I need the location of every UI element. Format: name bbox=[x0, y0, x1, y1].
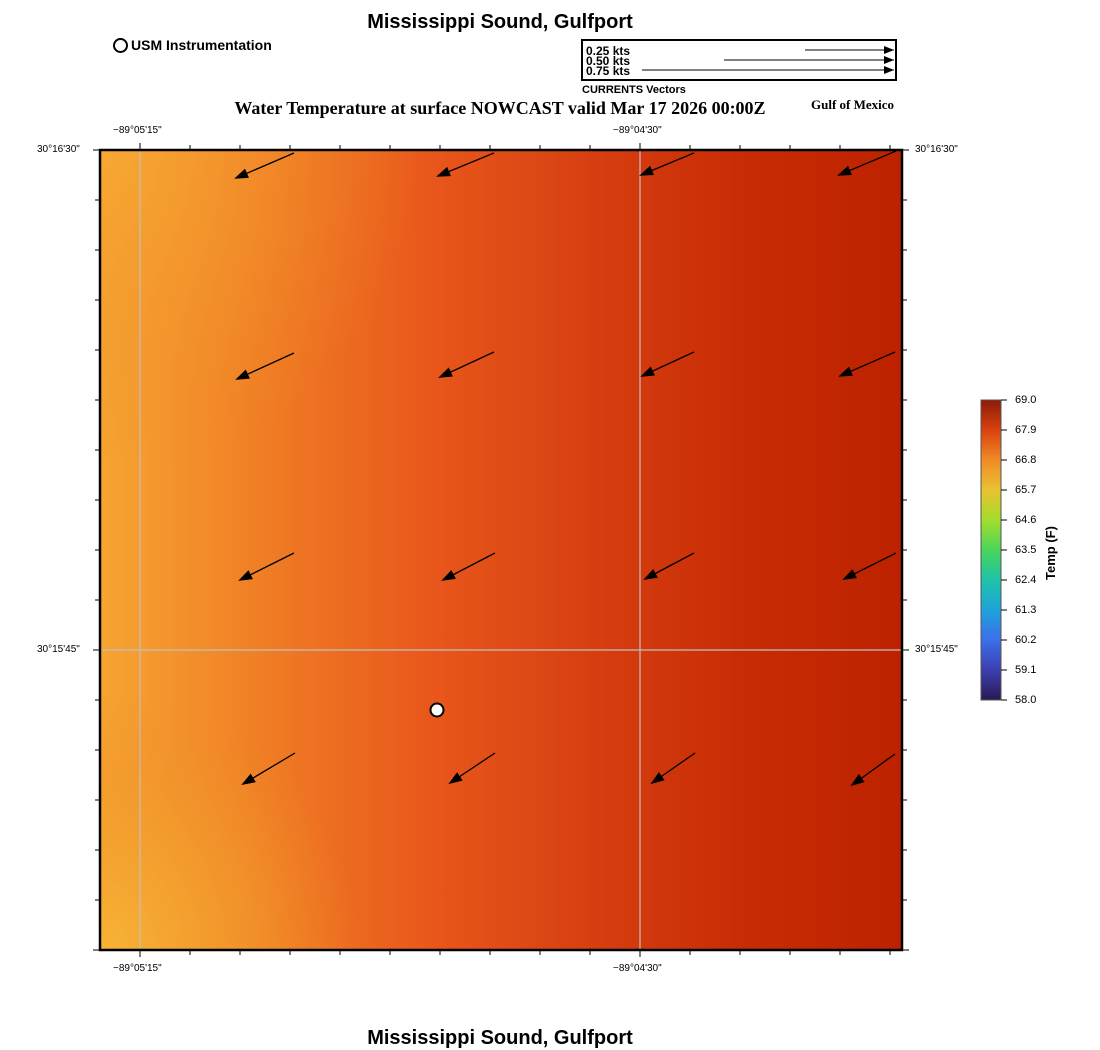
lon-tick-label: −89°04'30" bbox=[613, 125, 662, 136]
usm-station-marker[interactable] bbox=[429, 702, 445, 718]
lon-tick-label: −89°04'30" bbox=[613, 963, 662, 974]
current-scale-arrows bbox=[642, 46, 894, 74]
colorbar bbox=[980, 399, 1002, 701]
usm-legend-label: USM Instrumentation bbox=[131, 37, 272, 53]
usm-legend: USM Instrumentation bbox=[113, 37, 272, 53]
colorbar-ticks bbox=[1001, 399, 1007, 701]
lat-tick-label: 30°15'45" bbox=[37, 644, 80, 655]
lon-tick-label: −89°05'15" bbox=[113, 125, 162, 136]
colorbar-tick-label: 66.8 bbox=[1015, 454, 1037, 466]
station-marker-icon bbox=[113, 37, 128, 53]
current-scale-title: CURRENTS Vectors bbox=[582, 84, 686, 96]
graticule bbox=[100, 150, 902, 950]
colorbar-tick-label: 59.1 bbox=[1015, 664, 1037, 676]
lat-tick-label: 30°16'30" bbox=[915, 144, 958, 155]
map-title: Water Temperature at surface NOWCAST val… bbox=[234, 98, 766, 118]
colorbar-tick-label: 61.3 bbox=[1015, 604, 1037, 616]
current-scale-label: 0.50 kts bbox=[586, 54, 631, 68]
colorbar-tick-label: 58.0 bbox=[1015, 694, 1037, 706]
colorbar-tick-label: 64.6 bbox=[1015, 514, 1037, 526]
map-title-top: Mississippi Sound, Gulfport bbox=[367, 11, 633, 33]
lat-tick-label: 30°16'30" bbox=[37, 144, 80, 155]
temperature-field-shade bbox=[100, 150, 902, 950]
current-scale-label: 0.75 kts bbox=[586, 64, 631, 78]
colorbar-tick-label: 69.0 bbox=[1015, 394, 1037, 406]
lon-tick-label: −89°05'15" bbox=[113, 963, 162, 974]
map-title-bottom: Mississippi Sound, Gulfport bbox=[367, 1027, 633, 1049]
colorbar-title: Temp (F) bbox=[1043, 526, 1058, 580]
current-scale-label: 0.25 kts bbox=[586, 44, 631, 58]
colorbar-tick-label: 60.2 bbox=[1015, 634, 1037, 646]
colorbar-tick-label: 63.5 bbox=[1015, 544, 1037, 556]
colorbar-tick-label: 67.9 bbox=[1015, 424, 1037, 436]
colorbar-tick-label: 62.4 bbox=[1015, 574, 1037, 586]
current-scale-box: 0.25 kts 0.50 kts 0.75 kts bbox=[581, 39, 897, 81]
region-label: Gulf of Mexico bbox=[811, 97, 895, 112]
current-vectors bbox=[234, 150, 897, 787]
lat-tick-label: 30°15'45" bbox=[915, 644, 958, 655]
colorbar-tick-label: 65.7 bbox=[1015, 484, 1037, 496]
frame-ticks bbox=[93, 143, 909, 957]
